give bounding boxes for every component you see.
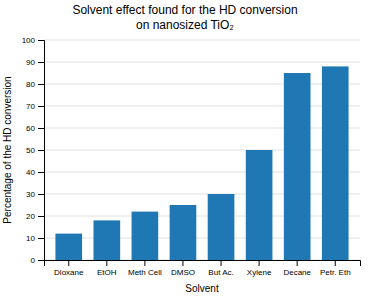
grid-line bbox=[44, 106, 360, 107]
x-tick-label: Petr. Eth bbox=[320, 268, 351, 277]
x-tick: DMSO bbox=[171, 260, 195, 277]
x-tick-label: Decane bbox=[283, 268, 311, 277]
title-line: on nanosized TiO₂ bbox=[136, 18, 234, 32]
y-tick: 10 bbox=[26, 234, 44, 243]
x-tick-mark bbox=[221, 260, 222, 266]
x-tick-mark bbox=[144, 260, 145, 266]
x-tick: But Ac. bbox=[208, 260, 233, 277]
bar bbox=[170, 205, 197, 260]
x-tick: EtOH bbox=[97, 260, 117, 277]
y-tick-label: 0 bbox=[31, 256, 36, 265]
x-tick-label: But Ac. bbox=[208, 268, 233, 277]
y-tick-mark bbox=[38, 238, 44, 239]
y-axis-line bbox=[38, 41, 45, 261]
x-tick-label: Meth Cell bbox=[128, 268, 162, 277]
y-tick-label: 10 bbox=[26, 234, 35, 243]
y-tick: 0 bbox=[31, 256, 44, 265]
x-axis: Dioxane EtOH Meth Cell DMSO But Ac. Xylene Dec… bbox=[45, 260, 361, 277]
chart: Dioxane EtOH Meth Cell DMSO But Ac. Xylene Dec… bbox=[0, 0, 370, 298]
x-tick-label: DMSO bbox=[171, 268, 195, 277]
x-tick-mark bbox=[259, 260, 260, 266]
y-tick: 90 bbox=[26, 58, 44, 67]
y-tick-mark bbox=[38, 106, 44, 107]
y-tick-label: 60 bbox=[26, 124, 35, 133]
y-axis: 0 10 20 30 40 50 60 70 80 90 100 bbox=[22, 36, 45, 265]
y-tick-mark bbox=[38, 150, 44, 151]
y-tick-mark bbox=[38, 260, 44, 261]
y-tick-mark bbox=[38, 40, 44, 41]
title-line: Solvent effect found for the HD conversi… bbox=[72, 3, 297, 17]
title: Solvent effect found for the HD conversi… bbox=[72, 3, 297, 32]
grid-line bbox=[44, 216, 360, 217]
bar bbox=[246, 150, 273, 260]
y-tick: 80 bbox=[26, 80, 44, 89]
y-tick-label: 40 bbox=[26, 168, 35, 177]
y-axis-title: Percentage of the HD conversion bbox=[2, 76, 13, 223]
y-tick: 100 bbox=[22, 36, 44, 45]
grid bbox=[44, 40, 360, 260]
y-tick: 30 bbox=[26, 190, 44, 199]
x-tick: Meth Cell bbox=[128, 260, 162, 277]
grid-line bbox=[44, 62, 360, 63]
y-tick-label: 70 bbox=[26, 102, 35, 111]
y-tick-label: 100 bbox=[22, 36, 36, 45]
bar bbox=[322, 66, 349, 260]
grid-line bbox=[44, 238, 360, 239]
y-tick: 60 bbox=[26, 124, 44, 133]
plot: Dioxane EtOH Meth Cell DMSO But Ac. Xylene Dec… bbox=[22, 36, 361, 277]
x-tick-mark bbox=[68, 260, 69, 266]
grid-line bbox=[44, 128, 360, 129]
y-tick-label: 50 bbox=[26, 146, 35, 155]
bar bbox=[284, 73, 311, 260]
grid-line bbox=[44, 84, 360, 85]
y-tick-label: 90 bbox=[26, 58, 35, 67]
x-tick-label: Dioxane bbox=[54, 268, 84, 277]
x-tick-mark bbox=[297, 260, 298, 266]
grid-line bbox=[44, 40, 360, 41]
x-tick-mark bbox=[106, 260, 107, 266]
bar bbox=[208, 194, 235, 260]
y-tick-label: 80 bbox=[26, 80, 35, 89]
grid-line bbox=[44, 194, 360, 195]
x-axis-title: Solvent bbox=[185, 283, 219, 294]
x-tick-label: Xylene bbox=[247, 268, 272, 277]
y-tick: 20 bbox=[26, 212, 44, 221]
grid-line bbox=[44, 150, 360, 151]
y-tick-mark bbox=[38, 128, 44, 129]
x-tick: Dioxane bbox=[54, 260, 84, 277]
x-tick: Xylene bbox=[247, 260, 272, 277]
x-tick: Petr. Eth bbox=[320, 260, 351, 277]
x-tick: Decane bbox=[283, 260, 311, 277]
grid-line bbox=[44, 172, 360, 173]
y-tick: 50 bbox=[26, 146, 44, 155]
bar bbox=[55, 234, 82, 260]
y-tick-mark bbox=[38, 84, 44, 85]
bar bbox=[132, 212, 159, 260]
y-tick: 40 bbox=[26, 168, 44, 177]
bar bbox=[93, 220, 120, 260]
y-tick-mark bbox=[38, 62, 44, 63]
x-tick-mark bbox=[182, 260, 183, 266]
x-axis-line bbox=[45, 261, 361, 267]
y-tick-label: 20 bbox=[26, 212, 35, 221]
y-tick-mark bbox=[38, 216, 44, 217]
x-tick-label: EtOH bbox=[97, 268, 117, 277]
y-tick-mark bbox=[38, 194, 44, 195]
x-tick-mark bbox=[335, 260, 336, 266]
bars bbox=[55, 66, 348, 260]
y-tick-label: 30 bbox=[26, 190, 35, 199]
y-tick: 70 bbox=[26, 102, 44, 111]
y-tick-mark bbox=[38, 172, 44, 173]
